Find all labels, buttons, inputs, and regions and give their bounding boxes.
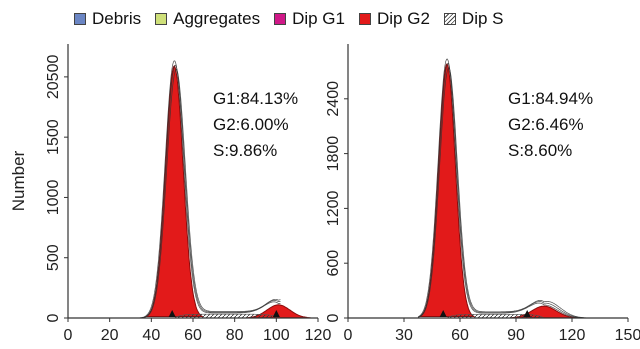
y-tick-label: 1000 — [45, 180, 62, 216]
x-tick-label: 0 — [344, 327, 353, 344]
stat-label: G2:6.46% — [508, 115, 584, 134]
peak-marker — [439, 310, 447, 317]
x-tick-label: 120 — [559, 327, 586, 344]
x-tick-label: 60 — [451, 327, 469, 344]
x-tick-label: 90 — [507, 327, 525, 344]
legend-item-debris: Debris — [74, 9, 141, 29]
legend-swatch — [359, 13, 371, 25]
legend-label: Dip S — [461, 9, 504, 28]
legend-swatch — [74, 13, 86, 25]
y-tick-label: 1200 — [325, 191, 342, 227]
y-axis-label: Number — [9, 150, 28, 211]
peak-marker — [272, 310, 280, 317]
legend-item-dip-s: Dip S — [443, 9, 504, 29]
x-tick-label: 150 — [615, 327, 640, 344]
y-tick-label: 1800 — [325, 136, 342, 172]
stat-label: G2:6.00% — [213, 115, 289, 134]
legend-label: Dip G2 — [377, 9, 430, 28]
legend-label: Aggregates — [173, 9, 261, 28]
y-tick-label: 2400 — [325, 81, 342, 117]
stat-label: G1:84.94% — [508, 89, 593, 108]
y-tick-label: 600 — [325, 250, 342, 277]
legend: Debris Aggregates Dip G1 Dip G2 Dip S — [74, 8, 518, 30]
legend-item-dip-g1: Dip G1 — [274, 9, 345, 29]
x-tick-label: 40 — [142, 327, 160, 344]
legend-swatch — [155, 13, 168, 25]
stat-label: S:9.86% — [213, 141, 277, 160]
stat-label: G1:84.13% — [213, 89, 298, 108]
x-tick-label: 100 — [263, 327, 290, 344]
g1-peak — [418, 63, 476, 317]
legend-item-dip-g2: Dip G2 — [359, 9, 430, 29]
histogram-trace — [130, 60, 281, 319]
histogram-trace — [417, 58, 586, 319]
histogram-trace — [130, 68, 281, 319]
peak-marker — [168, 310, 176, 317]
chart-panel-1: 0 20 40 60 80 100 120 0 500 1000 1500 20500 G1:84.13… — [45, 44, 331, 344]
x-tick-label: 60 — [184, 327, 202, 344]
y-tick-label: 20500 — [45, 55, 62, 100]
legend-swatch — [274, 13, 287, 25]
legend-swatch — [443, 13, 456, 25]
y-tick-label: 0 — [45, 313, 62, 322]
x-tick-label: 120 — [305, 327, 332, 344]
x-tick-label: 20 — [101, 327, 119, 344]
y-tick-label: 1500 — [45, 119, 62, 155]
x-tick-label: 0 — [64, 327, 73, 344]
histogram-trace — [417, 67, 587, 319]
x-tick-label: 30 — [395, 327, 413, 344]
stat-label: S:8.60% — [508, 141, 572, 160]
legend-label: Dip G1 — [292, 9, 345, 28]
s-phase-region — [174, 313, 279, 319]
histogram-trace — [417, 63, 587, 319]
x-tick-label: 80 — [226, 327, 244, 344]
y-tick-label: 500 — [45, 244, 62, 271]
chart-panel-2: 0 30 60 90 120 150 0 600 1200 1800 2400 G1:84.94% G2… — [325, 44, 640, 344]
legend-item-aggregates: Aggregates — [155, 9, 260, 29]
g1-peak — [144, 65, 205, 317]
peak-marker — [523, 310, 531, 317]
y-tick-label: 0 — [325, 313, 342, 322]
legend-label: Debris — [92, 9, 142, 28]
